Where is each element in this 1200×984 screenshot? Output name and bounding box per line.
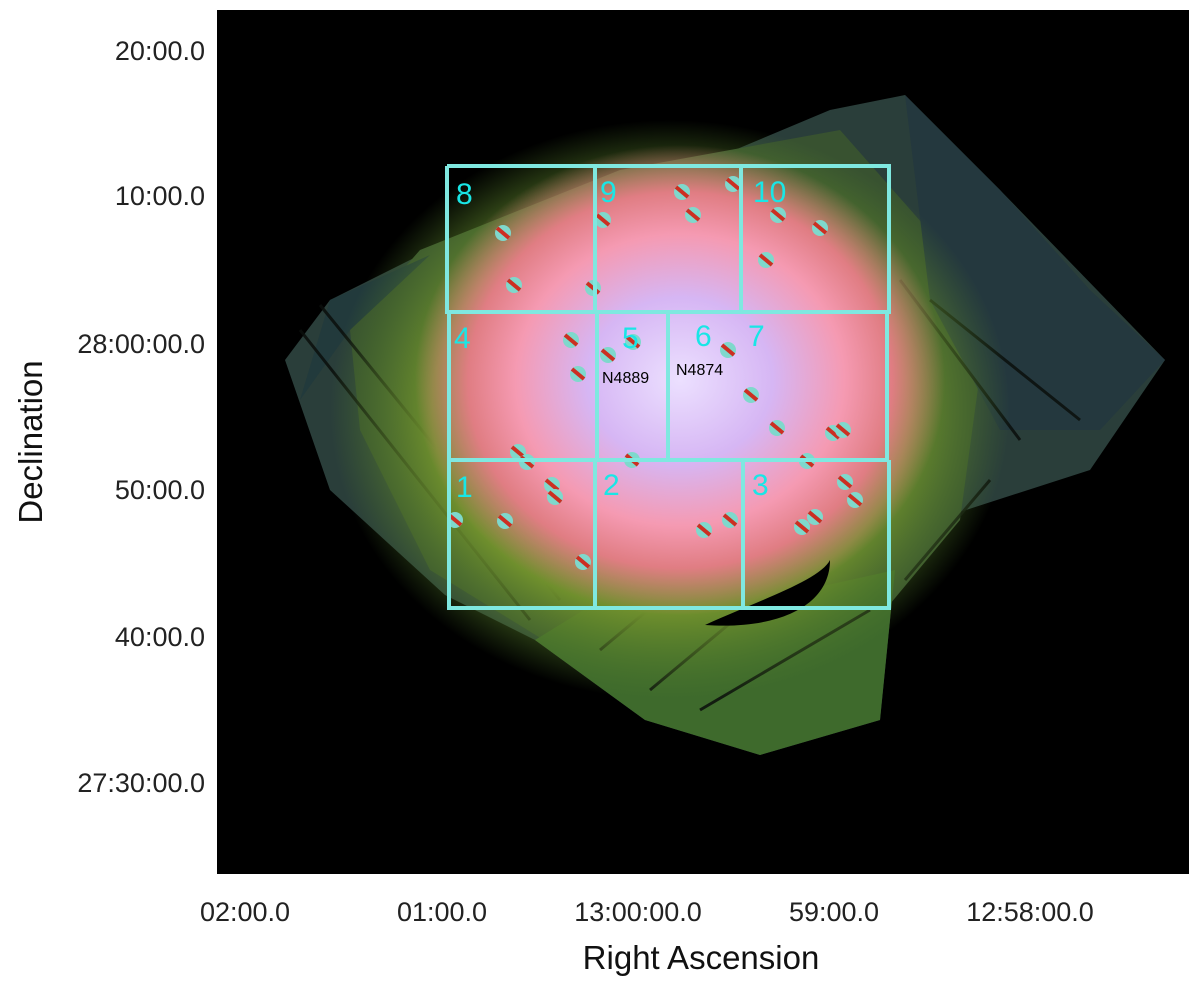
point-source-mask	[510, 445, 526, 459]
x-axis-title: Right Ascension	[583, 939, 820, 976]
region-label: 9	[600, 176, 617, 209]
point-source-mask	[725, 177, 741, 191]
point-source-mask	[685, 208, 701, 222]
region-labels: 8 9 10 4 5 6 7 1 2 3	[454, 176, 786, 504]
galaxy-label-n4889: N4889	[602, 370, 649, 387]
point-source-mask	[600, 348, 616, 362]
point-source-mask	[674, 185, 690, 199]
point-source-mask	[758, 253, 774, 267]
point-source-mask	[544, 478, 560, 492]
x-tick-label: 59:00.0	[789, 897, 879, 927]
point-source-mask	[794, 520, 810, 534]
region-box-3	[743, 460, 891, 610]
x-tick-label: 12:58:00.0	[966, 897, 1094, 927]
point-source-mask	[563, 333, 579, 347]
region-label: 1	[456, 471, 473, 504]
point-source-mask	[769, 421, 785, 435]
point-source-mask	[825, 426, 841, 440]
point-source-mask	[696, 523, 712, 537]
y-axis-title: Declination	[12, 360, 49, 523]
point-source-mask	[812, 221, 828, 235]
region-label: 8	[456, 178, 473, 211]
y-tick-label: 10:00.0	[115, 181, 205, 211]
x-tick-label: 01:00.0	[397, 897, 487, 927]
x-tick-label: 02:00.0	[200, 897, 290, 927]
point-source-mask	[770, 208, 786, 222]
point-source-mask	[506, 278, 522, 292]
region-box-1	[447, 460, 597, 610]
point-source-mask	[835, 423, 851, 437]
point-source-mask	[497, 514, 513, 528]
y-tick-label: 27:30:00.0	[77, 768, 205, 798]
point-source-mask	[495, 226, 511, 240]
region-label: 2	[603, 469, 620, 502]
point-source-mask	[837, 475, 853, 489]
region-label: 10	[753, 176, 786, 209]
region-label: 4	[454, 322, 471, 355]
x-axis-ticks: 02:00.0 01:00.0 13:00:00.0 59:00.0 12:58…	[200, 897, 1094, 927]
y-tick-label: 20:00.0	[115, 36, 205, 66]
point-source-mask	[595, 213, 611, 227]
region-label: 7	[748, 320, 765, 353]
region-box-10	[741, 164, 891, 314]
point-source-mask	[575, 555, 591, 569]
y-tick-label: 40:00.0	[115, 622, 205, 652]
y-axis-ticks: 20:00.0 10:00.0 28:00:00.0 50:00.0 40:00…	[77, 36, 205, 798]
point-source-mask	[847, 493, 863, 507]
point-source-mask	[743, 388, 759, 402]
point-source-mask	[547, 490, 563, 504]
y-tick-label: 28:00:00.0	[77, 329, 205, 359]
point-source-mask	[570, 367, 586, 381]
region-label: 6	[695, 320, 712, 353]
y-tick-label: 50:00.0	[115, 475, 205, 505]
pink-halo	[415, 145, 945, 615]
region-box-5	[595, 312, 670, 462]
region-label: 3	[752, 469, 769, 502]
point-source-mask	[625, 335, 641, 349]
galaxy-label-n4874: N4874	[676, 362, 723, 379]
point-source-mask	[722, 513, 738, 527]
region-label: 5	[622, 322, 639, 355]
point-source-mask	[807, 510, 823, 524]
region-grid	[445, 164, 891, 610]
x-tick-label: 13:00:00.0	[574, 897, 702, 927]
point-source-mask	[720, 343, 736, 357]
